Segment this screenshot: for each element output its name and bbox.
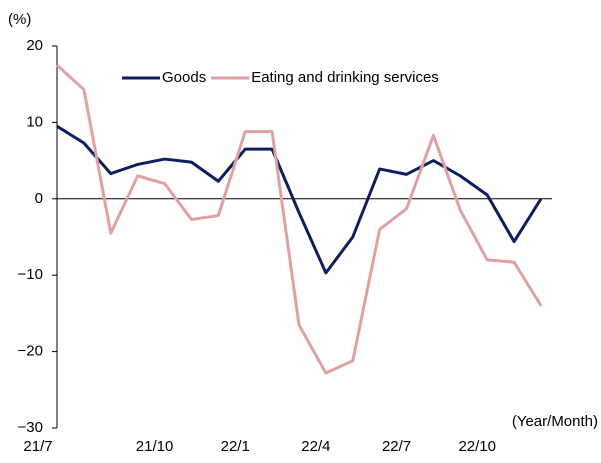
x-tick-label: 22/10 <box>458 438 496 455</box>
series-line <box>55 63 543 375</box>
series-line <box>56 124 543 275</box>
x-tick-label: 22/7 <box>382 438 411 455</box>
legend-label: Eating and drinking services <box>251 69 439 86</box>
y-tick-label: −30 <box>18 419 43 436</box>
x-tick-label: 21/10 <box>136 438 174 455</box>
y-unit-label: (%) <box>8 11 31 28</box>
y-tick-label: 20 <box>26 37 43 54</box>
y-tick-label: −10 <box>18 266 43 283</box>
y-tick-label: 0 <box>35 190 43 207</box>
x-tick-label: 21/7 <box>23 438 52 455</box>
y-tick-label: −20 <box>18 343 43 360</box>
legend-label: Goods <box>162 69 206 86</box>
x-tick-label: 22/4 <box>301 438 330 455</box>
y-tick-label: 10 <box>26 113 43 130</box>
x-unit-label: (Year/Month) <box>512 413 598 430</box>
x-tick-label: 22/1 <box>221 438 250 455</box>
